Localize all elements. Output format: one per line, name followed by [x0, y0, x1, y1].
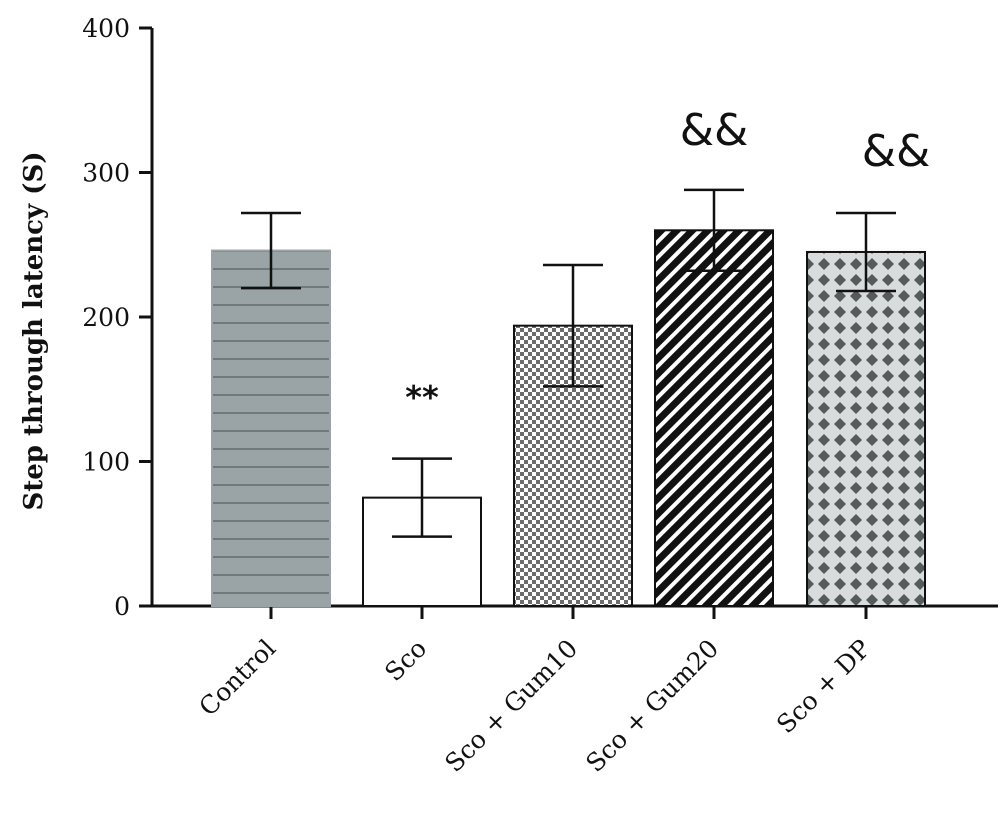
y-tick-label: 300	[82, 159, 130, 188]
significance-marker: &&	[680, 105, 749, 156]
y-tick-label: 400	[82, 14, 130, 43]
x-tick-label: Sco + Gum10	[439, 634, 583, 778]
x-tick-label: Sco + Gum20	[580, 634, 724, 778]
bar	[211, 249, 331, 607]
y-tick-label: 0	[114, 592, 130, 621]
bar	[654, 229, 774, 608]
significance-marker: &&	[862, 126, 931, 177]
bar	[806, 250, 926, 607]
x-tick-label: Sco	[379, 634, 432, 687]
y-tick-label: 200	[82, 303, 130, 332]
bars	[211, 188, 926, 608]
labels: 0 100 200 300 400 Step through latency (S) Con…	[19, 14, 930, 778]
x-tick-label: Control	[193, 634, 281, 722]
x-tick-label: Sco + DP	[771, 634, 876, 739]
y-axis-title: Step through latency (S)	[19, 151, 49, 510]
y-tick-label: 100	[82, 448, 130, 477]
significance-marker: **	[405, 379, 439, 417]
